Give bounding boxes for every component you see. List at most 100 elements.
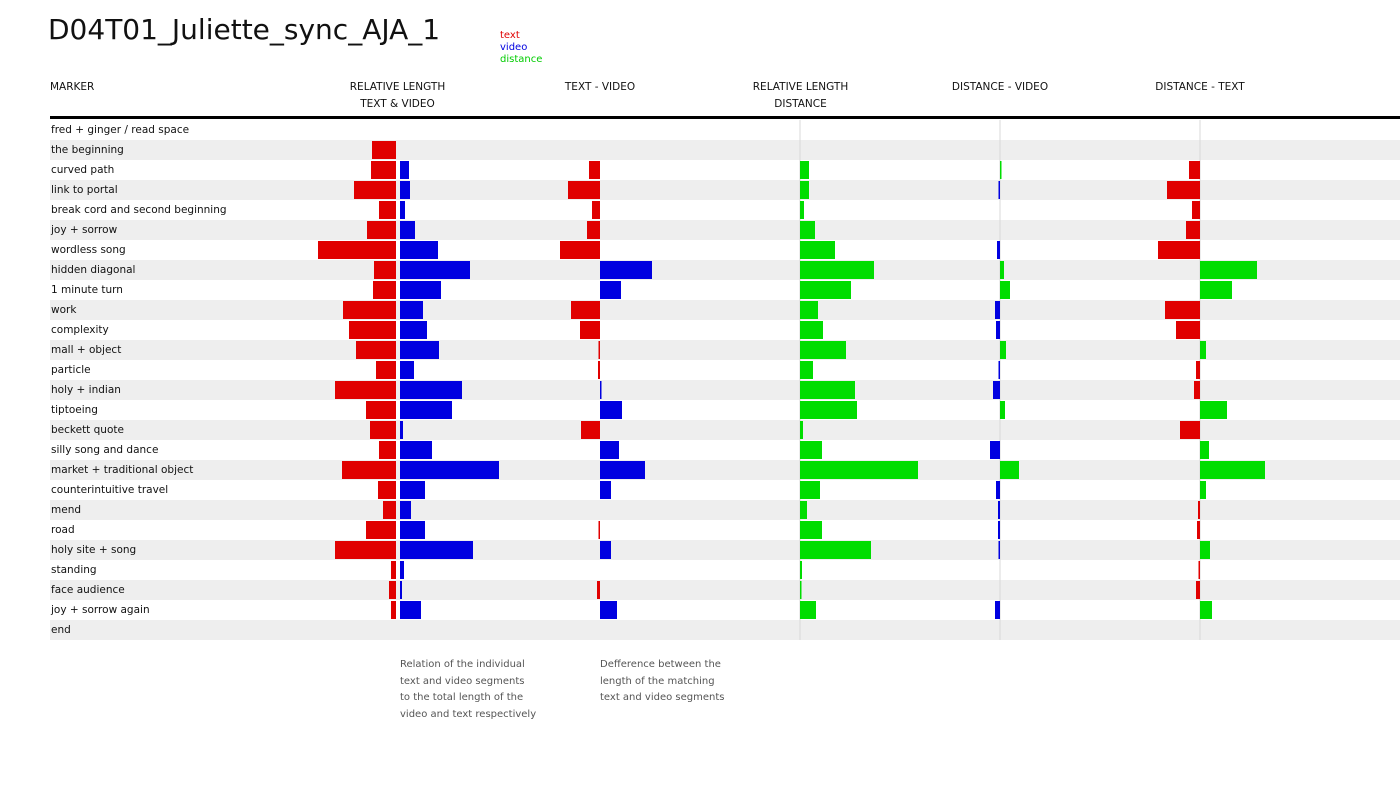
distance-video-diff-bar [998,541,1000,559]
distance-bar [800,461,918,479]
distance-text-diff-bar [1176,321,1200,339]
note-difference-line: Defference between the [600,659,721,670]
marker-label: mend [51,504,81,516]
text-bar [335,381,396,399]
distance-bar [800,201,804,219]
marker-label: joy + sorrow [50,224,118,236]
distance-video-diff-bar [1000,261,1004,279]
distance-text-diff-bar [1189,161,1200,179]
distance-video-diff-bar [1000,281,1010,299]
marker-label: particle [51,364,91,376]
distance-video-diff-bar [995,301,1000,319]
text-video-diff-bar [600,441,619,459]
text-video-diff-bar [587,221,600,239]
distance-bar [800,481,820,499]
video-bar [400,441,432,459]
video-bar [400,241,438,259]
distance-text-diff-bar [1200,281,1232,299]
note-difference-line: text and video segments [600,692,725,704]
text-bar [378,481,396,499]
text-video-diff-bar [560,241,600,259]
text-bar [367,221,396,239]
header-relative-length-text-video: RELATIVE LENGTH TEXT & VIDEO [340,79,455,113]
header-distance-text: DISTANCE - TEXT [1155,81,1245,93]
text-bar [356,341,396,359]
distance-bar [800,161,809,179]
distance-bar [800,561,802,579]
distance-text-diff-bar [1200,441,1209,459]
distance-video-diff-bar [1000,341,1006,359]
distance-bar [800,301,818,319]
text-bar [343,301,396,319]
distance-text-diff-bar [1198,501,1200,519]
text-bar [391,601,396,619]
text-video-diff-bar [600,461,645,479]
header-rel-tv-line2: TEXT & VIDEO [360,98,435,110]
row-stripe [50,260,1400,280]
marker-label: counterintuitive travel [51,484,168,496]
video-bar [400,581,402,599]
text-video-diff-bar [589,161,600,179]
text-bar [372,141,396,159]
marker-label: face audience [51,584,125,596]
text-bar [318,241,396,259]
text-bar [354,181,396,199]
text-video-diff-bar [598,521,600,539]
text-bar [374,261,396,279]
row-stripe [50,540,1400,560]
marker-label: end [51,624,71,636]
distance-bar [800,441,822,459]
video-bar [400,401,452,419]
marker-label: fred + ginger / read space [51,124,189,136]
video-bar [400,341,439,359]
text-bar [389,581,396,599]
marker-label: holy + indian [51,384,121,396]
distance-bar [800,601,816,619]
text-bar [349,321,396,339]
video-bar [400,501,411,519]
note-relation: Relation of the individual text and vide… [400,657,536,724]
text-video-diff-bar [580,321,600,339]
distance-text-diff-bar [1196,581,1200,599]
marker-label: holy site + song [51,544,136,556]
distance-bar [800,281,851,299]
header-distance-video: DISTANCE - VIDEO [951,81,1049,93]
distance-text-diff-bar [1200,601,1212,619]
marker-label: break cord and second beginning [51,204,227,216]
marker-label: complexity [51,324,109,336]
video-bar [400,301,423,319]
text-bar [366,401,396,419]
text-video-diff-bar [600,601,617,619]
video-bar [400,361,414,379]
distance-bar [800,321,823,339]
distance-text-diff-bar [1200,401,1227,419]
marker-label: 1 minute turn [51,284,123,296]
distance-text-diff-bar [1200,461,1265,479]
distance-video-diff-bar [990,441,1000,459]
distance-bar [800,581,802,599]
video-bar [400,521,425,539]
distance-bar [800,361,813,379]
video-bar [400,181,410,199]
marker-label: the beginning [51,144,124,156]
distance-bar [800,541,871,559]
video-bar [400,481,425,499]
text-bar [342,461,396,479]
distance-bar [800,241,835,259]
video-bar [400,201,405,219]
text-video-diff-bar [568,181,600,199]
header-rel-tv-line1: RELATIVE LENGTH [349,81,446,93]
distance-video-diff-bar [1000,161,1002,179]
marker-label: link to portal [51,184,118,196]
row-stripe [50,580,1400,600]
distance-bar [800,401,857,419]
distance-text-diff-bar [1196,361,1200,379]
video-bar [400,321,427,339]
text-video-diff-bar [571,301,600,319]
text-bar [379,201,396,219]
video-bar [400,461,499,479]
text-bar [335,541,396,559]
distance-text-diff-bar [1197,521,1200,539]
marker-label: standing [51,564,97,576]
